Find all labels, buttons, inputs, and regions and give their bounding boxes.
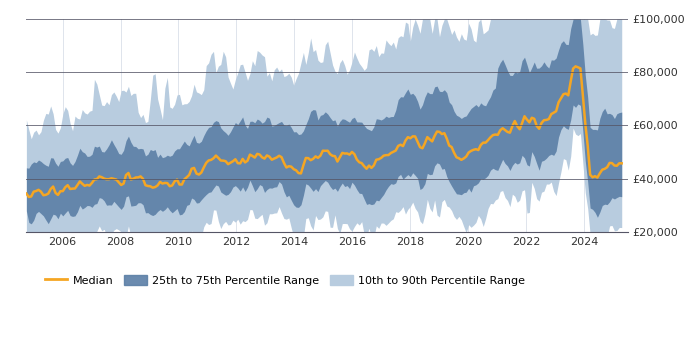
Median bbox=[248, 154, 257, 158]
Median bbox=[267, 158, 276, 162]
Median bbox=[22, 191, 31, 196]
Median bbox=[348, 150, 356, 154]
Median bbox=[571, 64, 580, 69]
Line: Median: Median bbox=[27, 66, 622, 197]
Median bbox=[617, 161, 626, 166]
Legend: Median, 25th to 75th Percentile Range, 10th to 90th Percentile Range: Median, 25th to 75th Percentile Range, 1… bbox=[40, 270, 529, 290]
Median bbox=[606, 161, 614, 165]
Median bbox=[474, 148, 482, 152]
Median bbox=[25, 195, 33, 199]
Median bbox=[64, 183, 72, 187]
